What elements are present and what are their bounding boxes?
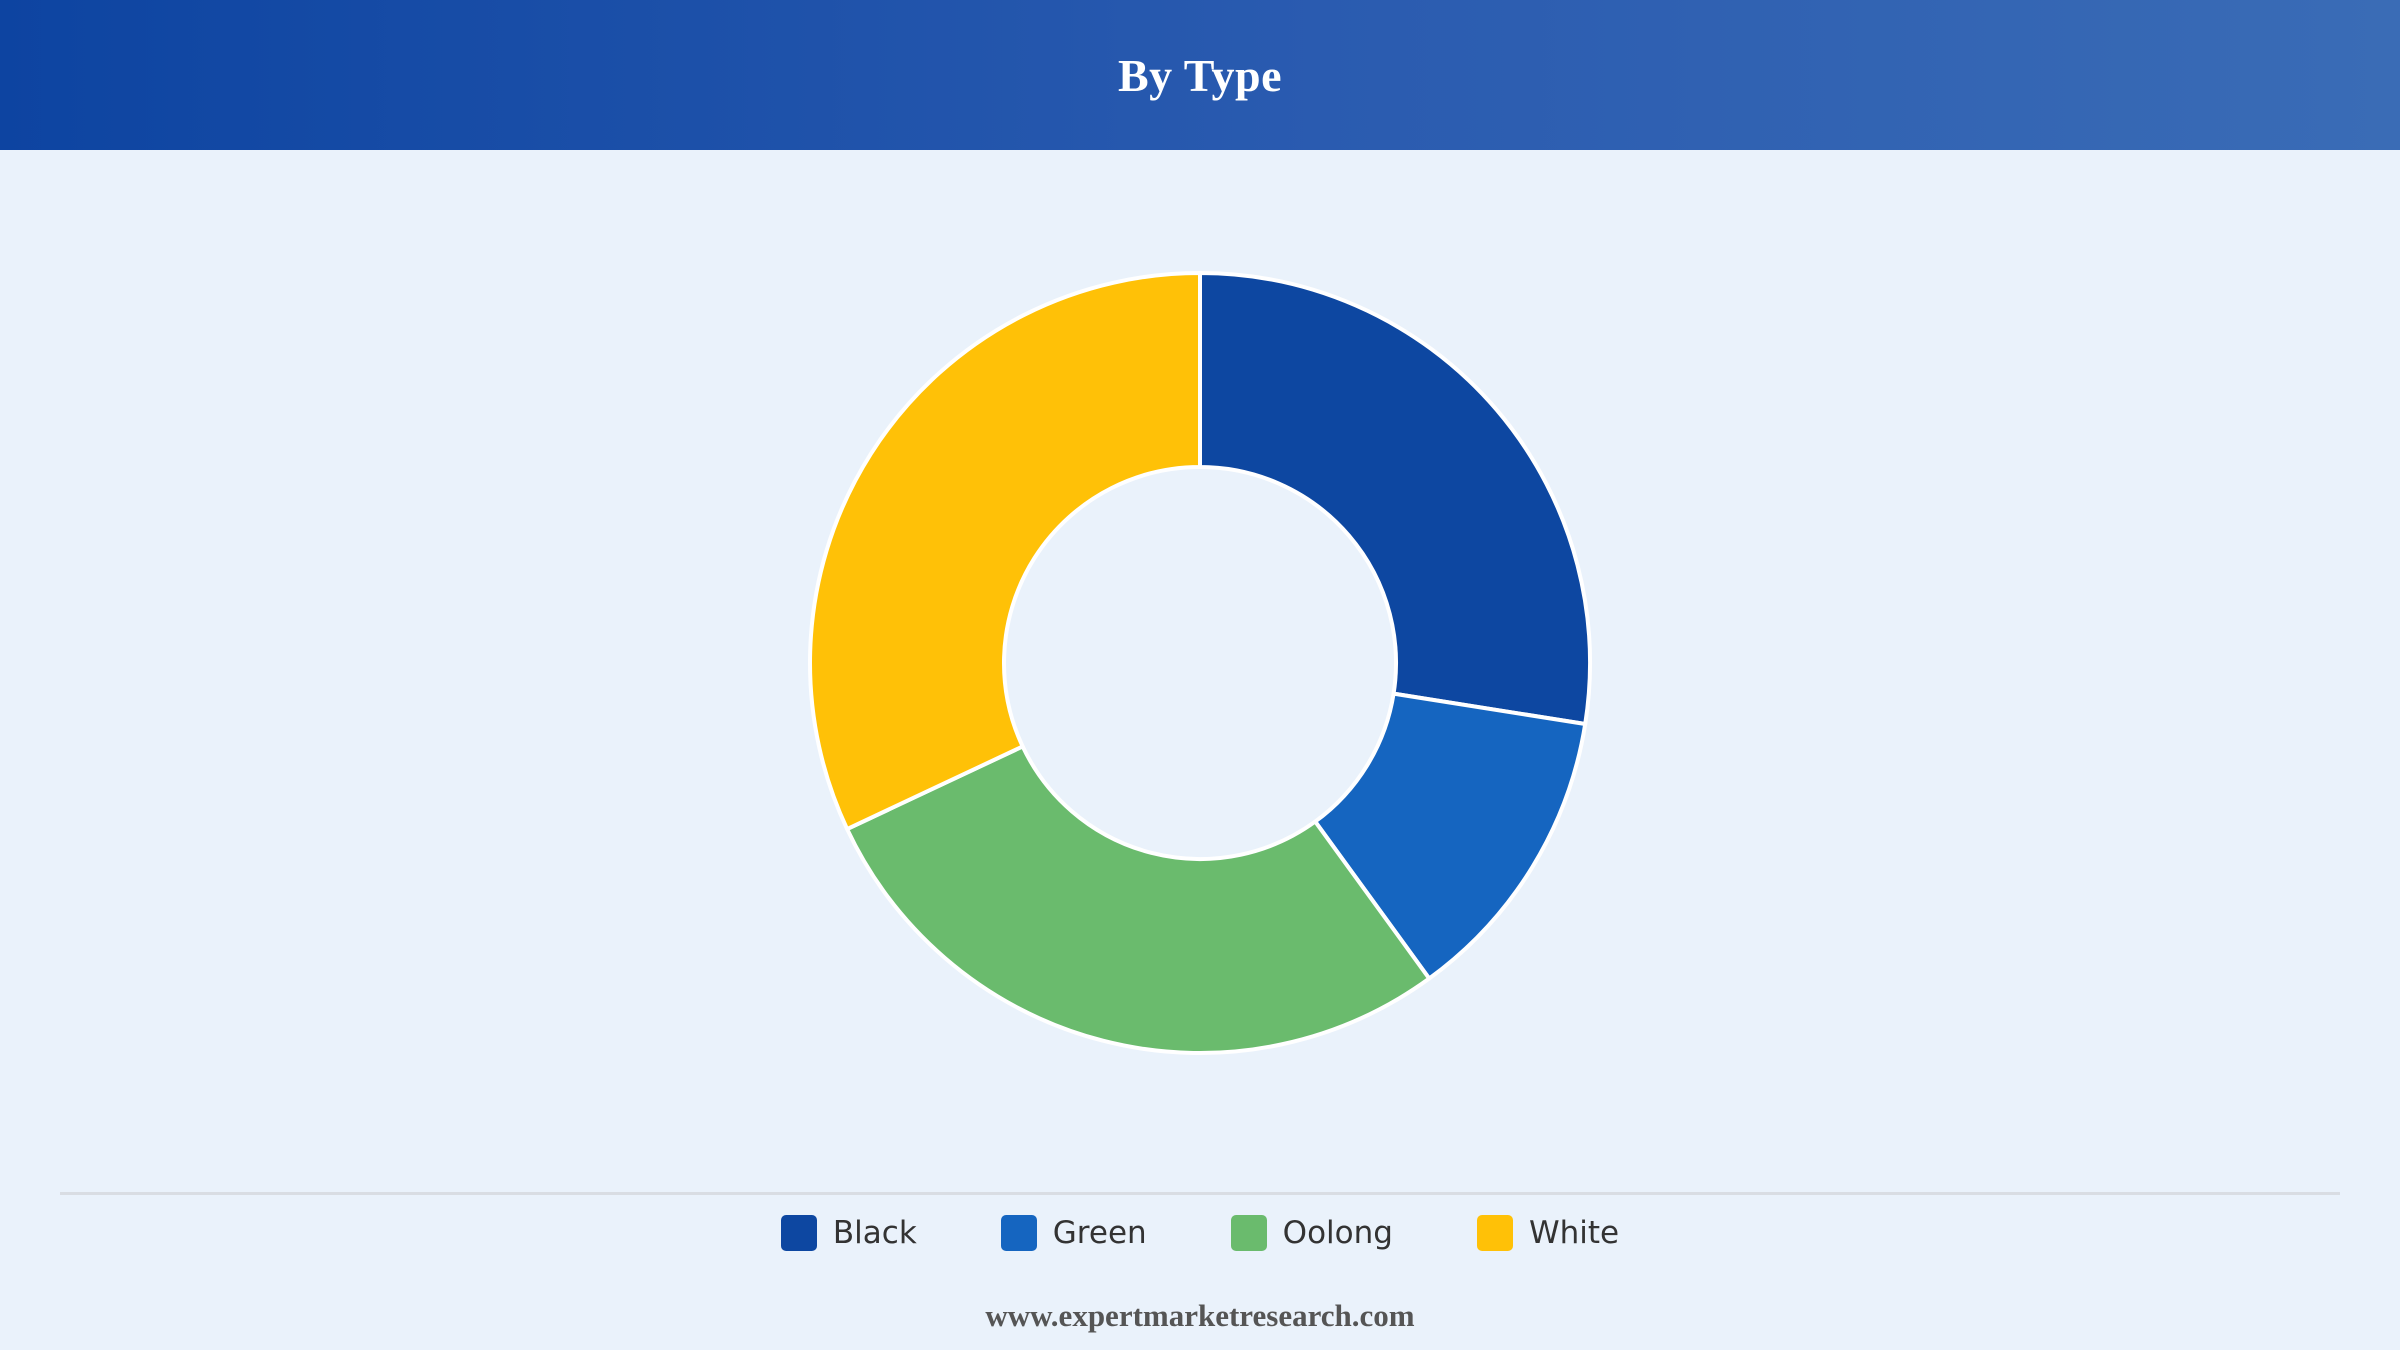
- legend-label-black: Black: [832, 1215, 917, 1251]
- legend-label-white: White: [1528, 1215, 1620, 1251]
- legend-item-oolong[interactable]: Oolong: [1230, 1215, 1393, 1251]
- donut-slice-oolong[interactable]: [845, 744, 1432, 1056]
- legend-divider: [60, 1192, 2340, 1195]
- donut-slice-black[interactable]: [1198, 271, 1592, 727]
- chart-area: [0, 150, 2400, 1190]
- legend-swatch-oolong: [1230, 1215, 1267, 1251]
- legend-label-oolong: Oolong: [1282, 1215, 1393, 1251]
- source-footer: www.expertmarketresearch.com: [985, 1298, 1415, 1333]
- legend-swatch-black: [780, 1215, 817, 1251]
- legend-label-green: Green: [1052, 1215, 1147, 1251]
- donut-slice-white[interactable]: [808, 271, 1202, 832]
- legend-swatch-white: [1476, 1215, 1513, 1251]
- legend-item-green[interactable]: Green: [1000, 1215, 1147, 1251]
- chart-legend: Black Green Oolong White: [0, 1208, 2400, 1258]
- donut-slice-green[interactable]: [1313, 691, 1588, 981]
- legend-swatch-green: [1000, 1215, 1037, 1251]
- legend-item-white[interactable]: White: [1476, 1215, 1620, 1251]
- donut-chart: [808, 271, 1592, 1056]
- chart-title: By Type: [1117, 49, 1283, 101]
- chart-header: By Type: [0, 0, 2400, 150]
- legend-item-black[interactable]: Black: [780, 1215, 917, 1251]
